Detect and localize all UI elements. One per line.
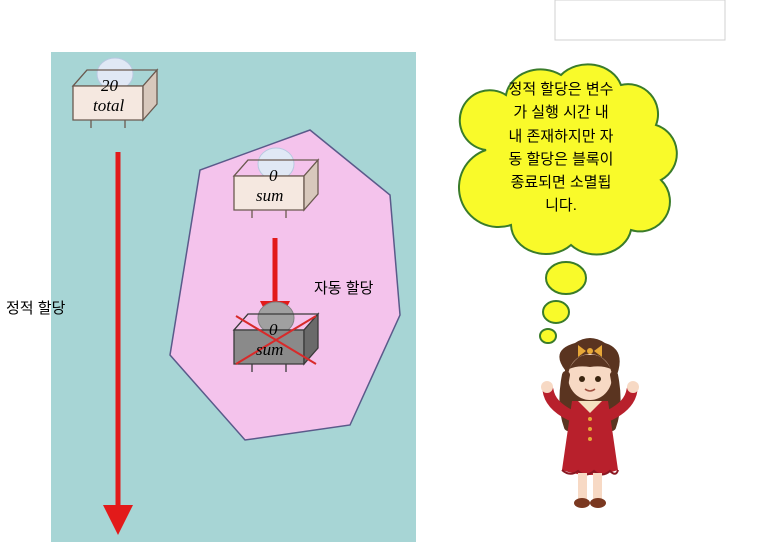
auto-allocation-label: 자동 할당: [314, 277, 373, 298]
box-total: 20 total: [73, 78, 157, 138]
box-sum-live-value: 0: [269, 166, 278, 186]
box-sum-destroyed-value: 0: [269, 320, 278, 340]
speech-text: 정적 할당은 변수 가 실행 시간 내 내 존재하지만 자 동 할당은 블록이 …: [486, 78, 636, 218]
box-total-value: 20: [101, 76, 118, 96]
static-allocation-label: 정적 할당: [6, 297, 65, 318]
box-sum-live-name: sum: [256, 186, 283, 206]
box-sum-destroyed: 0 sum: [234, 322, 318, 382]
girl-character: [520, 335, 660, 515]
box-total-name: total: [93, 96, 124, 116]
box-sum-live: 0 sum: [234, 168, 318, 228]
box-sum-destroyed-name: sum: [256, 340, 283, 360]
